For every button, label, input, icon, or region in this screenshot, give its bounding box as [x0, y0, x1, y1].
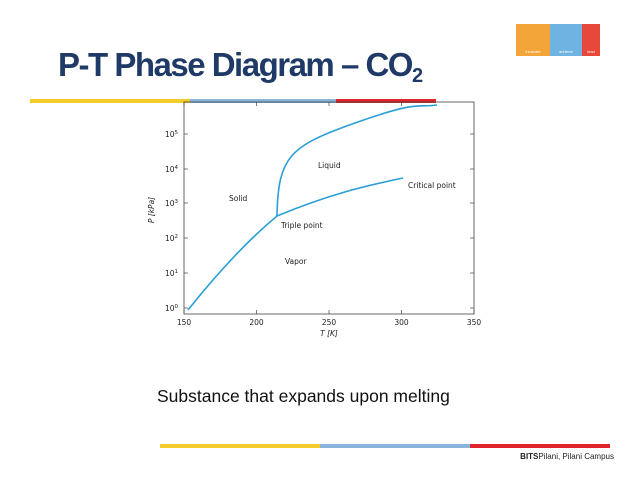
region-label-vapor: Vapor: [285, 257, 307, 266]
x-tick-label: 300: [394, 318, 409, 327]
y-tick-label: 104: [165, 165, 179, 174]
header-divider-red: [336, 99, 436, 103]
x-tick-marks: [183, 102, 475, 314]
sublimation-curve: [187, 215, 278, 311]
x-tick-label: 350: [467, 318, 482, 327]
triple-point-label: Triple point: [280, 221, 323, 230]
x-axis-label: T [K]: [320, 329, 338, 338]
pt-phase-diagram: 150 200 250 300 350 T [K] 100 101 102 10…: [147, 101, 482, 338]
footer-divider-yellow: [160, 444, 320, 448]
y-axis-label: P [kPa]: [147, 197, 156, 223]
y-tick-label: 105: [165, 130, 179, 139]
y-tick-label: 100: [165, 304, 179, 313]
x-tick-label: 150: [177, 318, 192, 327]
y-tick-label: 101: [165, 269, 178, 278]
footer-divider-blue: [320, 444, 470, 448]
slide-title-subscript: 2: [411, 65, 424, 87]
footer-divider-red: [470, 444, 610, 448]
vaporization-curve: [276, 177, 404, 217]
y-tick-marks: [184, 133, 474, 309]
y-tick-label: 102: [165, 234, 178, 243]
region-label-solid: Solid: [229, 194, 248, 203]
x-tick-label: 250: [322, 318, 337, 327]
footer-institution: BITSPilani, Pilani Campus: [520, 452, 614, 461]
header-divider-blue: [190, 99, 336, 103]
slide-caption: Substance that expands upon melting: [157, 386, 450, 406]
region-label-liquid: Liquid: [318, 161, 341, 170]
melting-curve: [276, 104, 438, 217]
logo-block-achieve: achieve: [550, 24, 582, 56]
slide-title: P-T Phase Diagram – CO2: [58, 46, 423, 88]
slide-title-main: P-T Phase Diagram – CO: [58, 46, 413, 83]
critical-point-label: Critical point: [408, 181, 456, 190]
bits-logo: innovate achieve lead: [516, 24, 600, 56]
plot-frame: [183, 101, 475, 315]
header-divider-yellow: [30, 99, 190, 103]
x-tick-label: 200: [249, 318, 264, 327]
logo-block-innovate: innovate: [516, 24, 550, 56]
y-tick-label: 103: [165, 199, 179, 208]
logo-block-lead: lead: [582, 24, 600, 56]
